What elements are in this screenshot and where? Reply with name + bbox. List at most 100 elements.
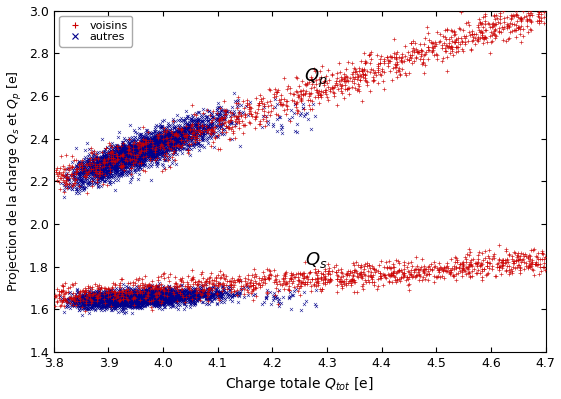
Point xyxy=(186,298,195,304)
Point xyxy=(146,297,155,303)
Point xyxy=(177,129,186,135)
Point xyxy=(513,257,522,263)
Point xyxy=(93,170,102,177)
Point xyxy=(127,284,136,291)
Point xyxy=(110,291,119,297)
Point xyxy=(264,117,273,124)
Point xyxy=(403,282,412,288)
Point xyxy=(121,156,130,162)
Point xyxy=(190,301,199,307)
Point xyxy=(176,294,185,300)
Point xyxy=(109,151,118,157)
Point xyxy=(146,290,155,297)
Point xyxy=(99,155,108,162)
Point xyxy=(136,292,145,299)
Point xyxy=(90,281,99,288)
Point xyxy=(119,310,128,316)
Point xyxy=(70,165,79,171)
Point xyxy=(192,294,201,300)
Point xyxy=(108,293,117,300)
Point xyxy=(293,107,302,113)
Point xyxy=(104,166,113,172)
Point xyxy=(232,290,241,296)
Point xyxy=(155,124,164,130)
Point xyxy=(71,294,80,300)
Point xyxy=(138,154,147,160)
Point xyxy=(128,310,137,316)
Point xyxy=(84,301,93,307)
Point xyxy=(310,266,319,273)
Point xyxy=(140,168,149,175)
Point xyxy=(537,249,546,256)
Point xyxy=(398,274,407,280)
Point xyxy=(132,158,141,164)
Point xyxy=(150,290,159,296)
Point xyxy=(160,166,169,172)
Point xyxy=(159,298,168,304)
Point xyxy=(163,134,172,140)
Point xyxy=(124,145,133,151)
Point xyxy=(169,134,178,140)
Point xyxy=(141,139,150,146)
Point xyxy=(149,300,158,306)
Point xyxy=(186,115,195,122)
Point xyxy=(98,171,107,177)
Point xyxy=(177,282,186,288)
Point xyxy=(135,300,144,306)
Point xyxy=(434,267,443,273)
Point xyxy=(124,157,133,164)
Point xyxy=(178,132,187,138)
Point xyxy=(88,299,97,305)
Point xyxy=(117,159,126,166)
Point xyxy=(159,147,168,153)
Point xyxy=(112,291,121,298)
Point xyxy=(75,304,84,310)
Point xyxy=(103,302,112,308)
Point xyxy=(222,123,231,130)
Point xyxy=(132,145,141,151)
Point xyxy=(176,286,185,292)
Point xyxy=(111,162,119,168)
Point xyxy=(270,273,279,279)
Point xyxy=(102,289,111,295)
Point xyxy=(154,284,163,290)
Point xyxy=(184,284,193,291)
Point xyxy=(143,291,152,298)
Point xyxy=(199,288,208,294)
Point xyxy=(203,122,212,129)
Point xyxy=(174,289,183,296)
Point xyxy=(68,302,77,308)
Point xyxy=(188,114,197,120)
Point xyxy=(118,298,127,304)
Point xyxy=(171,133,180,139)
Point xyxy=(88,291,97,298)
Point xyxy=(100,171,109,178)
Point xyxy=(153,163,162,169)
Point xyxy=(370,266,379,273)
Point xyxy=(95,168,104,175)
Point xyxy=(133,302,142,308)
Point xyxy=(141,294,150,301)
Point xyxy=(139,148,148,155)
Point xyxy=(266,268,275,275)
Point xyxy=(162,134,171,140)
Point xyxy=(122,157,131,163)
Point xyxy=(103,294,112,301)
Point xyxy=(493,260,502,267)
Point xyxy=(148,136,157,142)
Point xyxy=(207,287,216,294)
Point xyxy=(430,39,439,45)
Point xyxy=(163,300,172,307)
Point xyxy=(139,298,148,304)
Point xyxy=(55,169,64,176)
Point xyxy=(246,282,255,289)
Point xyxy=(67,171,76,178)
Point xyxy=(148,149,157,155)
Point xyxy=(530,261,539,268)
Point xyxy=(234,110,243,116)
Point xyxy=(119,295,128,301)
Point xyxy=(104,166,113,172)
Point xyxy=(152,144,161,150)
Point xyxy=(277,124,286,130)
Point xyxy=(159,292,168,298)
